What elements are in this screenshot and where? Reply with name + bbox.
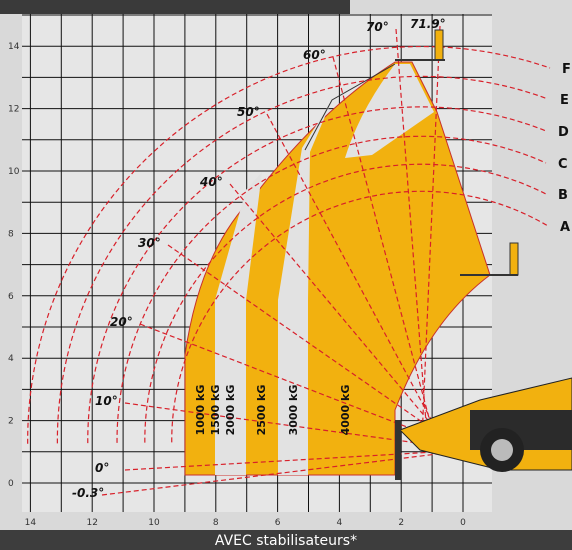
curve-label: C bbox=[558, 157, 568, 172]
angle-label: 0° bbox=[95, 461, 109, 475]
y-tick-label: 4 bbox=[8, 354, 14, 364]
y-tick-label: 10 bbox=[8, 167, 20, 177]
x-tick-label: 10 bbox=[148, 518, 160, 528]
angle-label: 40° bbox=[199, 175, 223, 189]
x-tick-label: 14 bbox=[25, 518, 37, 528]
y-tick-label: 8 bbox=[8, 229, 14, 239]
curve-label: D bbox=[558, 125, 569, 140]
angle-label: 20° bbox=[110, 315, 133, 329]
x-tick-label: 4 bbox=[337, 518, 343, 528]
footer: AVEC stabilisateurs* bbox=[215, 533, 357, 549]
y-tick-label: 12 bbox=[8, 105, 19, 115]
x-tick-label: 8 bbox=[213, 518, 219, 528]
angle-label: 60° bbox=[303, 48, 326, 62]
load-label: 4000 kG bbox=[339, 385, 352, 436]
x-tick-label: 12 bbox=[86, 518, 97, 528]
y-tick-label: 0 bbox=[8, 479, 14, 489]
angle-label: 30° bbox=[138, 236, 161, 250]
load-label: 1000 kG bbox=[194, 385, 207, 436]
angle-label: -0.3° bbox=[72, 486, 104, 500]
curve-label: F bbox=[562, 62, 571, 77]
x-tick-label: 6 bbox=[275, 518, 281, 528]
load-label: 2000 kG bbox=[224, 385, 237, 436]
curve-label: E bbox=[560, 93, 569, 108]
top-bar bbox=[0, 0, 350, 14]
load-label: 1500 kG bbox=[209, 385, 222, 436]
curve-label: B bbox=[558, 188, 568, 203]
angle-label: 71.9° bbox=[410, 17, 446, 31]
x-tick-label: 2 bbox=[398, 518, 404, 528]
y-tick-label: 6 bbox=[8, 292, 14, 302]
x-tick-label: 0 bbox=[460, 518, 466, 528]
curve-label: A bbox=[560, 220, 570, 235]
y-tick-label: 2 bbox=[8, 417, 14, 427]
y-tick-label: 14 bbox=[8, 42, 20, 52]
angle-label: 50° bbox=[237, 105, 260, 119]
load-label: 2500 kG bbox=[255, 385, 268, 436]
load-label: 3000 kG bbox=[287, 385, 300, 436]
angle-label: 70° bbox=[366, 20, 389, 34]
load-chart: 14 12 10 8 6 4 2 0 14 12 10 8 6 4 2 0 F E D C B A -0.3° 0° 10° 20… bbox=[0, 0, 572, 550]
angle-label: 10° bbox=[95, 394, 118, 408]
